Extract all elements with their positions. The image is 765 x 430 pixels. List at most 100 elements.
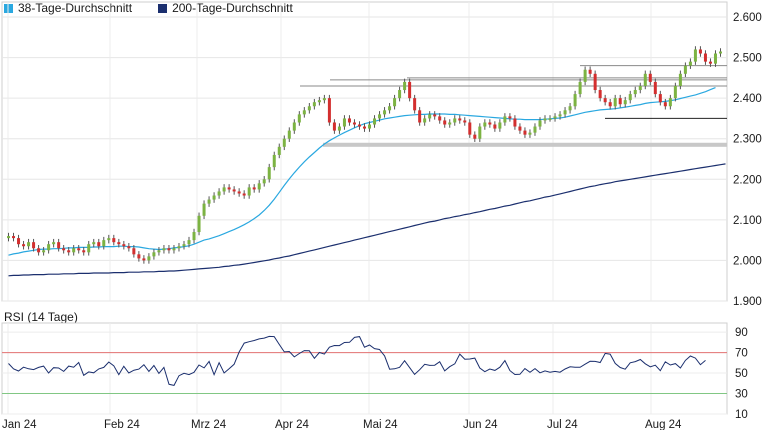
candle — [267, 163, 271, 183]
candle — [468, 119, 472, 138]
candle — [568, 103, 572, 114]
candle-body — [357, 124, 361, 127]
candle — [673, 82, 677, 102]
candle — [362, 123, 367, 132]
candle-body — [342, 118, 346, 127]
candle — [573, 90, 577, 110]
candle-body — [428, 114, 432, 119]
candle — [247, 184, 251, 199]
candle-body — [638, 85, 642, 91]
candle-body — [52, 242, 56, 245]
candle — [483, 119, 487, 130]
candle — [458, 115, 462, 124]
candle — [418, 107, 422, 126]
candle — [428, 111, 432, 122]
rsi-line — [8, 335, 706, 386]
candle-body — [172, 248, 176, 251]
candle — [683, 62, 687, 78]
candle-body — [573, 94, 577, 107]
candle-body — [162, 248, 166, 251]
candle-body — [97, 242, 101, 247]
candle-body — [663, 102, 667, 107]
candle-body — [17, 238, 21, 245]
candle — [498, 119, 502, 132]
candle — [438, 113, 442, 124]
candle — [27, 238, 31, 250]
candle — [628, 90, 632, 104]
candle-body — [332, 122, 336, 131]
candle-body — [292, 122, 296, 131]
candle — [132, 245, 136, 258]
candle-body — [122, 244, 126, 247]
candle-body — [217, 191, 221, 196]
candle-body — [673, 85, 677, 99]
candle — [563, 107, 567, 118]
candle-body — [232, 189, 236, 192]
candle-body — [62, 248, 66, 251]
candle-body — [498, 122, 502, 129]
candle — [548, 115, 552, 122]
sma200-line — [8, 163, 726, 277]
rsi-tick-label: 50 — [735, 368, 748, 380]
candle-body — [568, 106, 572, 111]
candle — [463, 117, 467, 126]
candle-body — [112, 238, 116, 243]
candle-body — [558, 114, 562, 117]
candle-body — [67, 250, 71, 253]
candle — [222, 184, 226, 195]
price-tick-label: 2.500 — [733, 53, 762, 65]
candle — [7, 232, 11, 242]
candle — [593, 70, 597, 94]
candle — [157, 247, 161, 256]
candle — [37, 245, 41, 256]
candle-body — [553, 116, 557, 119]
candle-body — [483, 122, 487, 127]
candle — [337, 123, 341, 134]
candle-body — [373, 118, 377, 125]
price-grid — [1, 1, 728, 302]
candle — [242, 190, 246, 199]
candle-body — [618, 98, 622, 105]
candle-body — [518, 126, 522, 131]
rsi-line-layer — [8, 335, 706, 386]
x-tick-label: Feb 24 — [104, 419, 140, 430]
candle-body — [623, 100, 627, 105]
candle-body — [277, 146, 281, 155]
candle-body — [362, 126, 367, 129]
support-band — [323, 142, 727, 147]
candle — [668, 94, 672, 110]
candle — [52, 238, 56, 248]
candle — [403, 78, 407, 94]
candle — [62, 245, 66, 254]
candle-body — [613, 98, 617, 107]
candle — [583, 66, 587, 86]
candle — [107, 234, 111, 244]
candle-body — [257, 183, 261, 190]
candle-body — [393, 98, 397, 107]
candle — [383, 107, 387, 118]
price-tick-label: 2.000 — [733, 255, 762, 267]
candle-body — [708, 61, 712, 64]
price-tick-label: 2.200 — [733, 174, 762, 186]
candle — [312, 98, 316, 110]
candle-body — [347, 118, 351, 123]
candle — [262, 176, 266, 187]
candle-body — [132, 248, 136, 255]
price-tick-label: 2.400 — [733, 93, 762, 105]
candle-body — [488, 122, 492, 125]
candle — [282, 135, 286, 151]
candle-body — [433, 114, 437, 117]
candle — [598, 86, 602, 102]
candle-body — [127, 246, 131, 249]
candle-body — [703, 53, 707, 62]
candle-body — [32, 242, 36, 249]
sma38-line — [8, 87, 716, 256]
candle-body — [22, 244, 26, 247]
candle — [197, 212, 201, 236]
candle — [443, 117, 447, 128]
candle — [302, 107, 306, 118]
candle-body — [503, 116, 507, 123]
candle-body — [598, 90, 602, 99]
candle-body — [222, 187, 226, 192]
